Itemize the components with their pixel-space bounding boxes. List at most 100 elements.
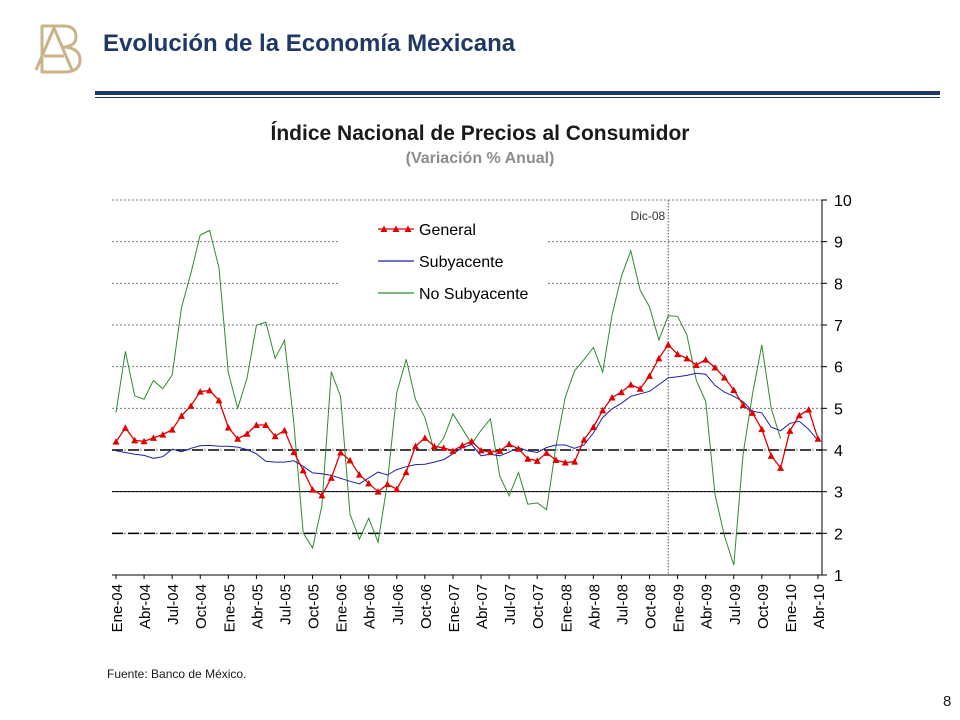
general-point [627, 381, 635, 388]
x-tick-label: Abr-04 [137, 584, 154, 629]
y-tick-label: 1 [834, 568, 843, 585]
general-point [739, 401, 747, 408]
general-point [337, 449, 345, 456]
x-tick-label: Jul-04 [165, 584, 182, 625]
x-tick-label: Abr-06 [362, 584, 379, 629]
general-point [561, 459, 569, 466]
legend-marker [392, 225, 400, 232]
x-tick-label: Jul-07 [502, 584, 519, 625]
x-tick-label: Oct-06 [418, 584, 435, 629]
general-point [196, 388, 204, 395]
legend-label: General [419, 222, 476, 239]
general-point [486, 448, 494, 456]
general-point [440, 444, 448, 451]
header-rule-thin [95, 97, 940, 98]
general-point [617, 388, 625, 396]
general-point [786, 427, 794, 434]
series-line-no-subyacente [115, 229, 782, 566]
x-tick-label: Abr-08 [586, 584, 603, 629]
x-tick-label: Oct-07 [530, 584, 547, 629]
legend-marker [380, 225, 388, 232]
general-point [280, 426, 288, 434]
general-point [580, 436, 588, 443]
x-tick-label: Jul-05 [277, 584, 294, 625]
x-tick-label: Oct-08 [643, 584, 660, 629]
general-point [514, 445, 522, 452]
general-point [468, 437, 476, 445]
x-tick-label: Ene-07 [446, 584, 463, 632]
x-tick-label: Ene-08 [558, 584, 575, 632]
general-point [318, 491, 326, 499]
general-point [187, 402, 195, 409]
general-point [795, 411, 803, 419]
general-point [234, 435, 242, 442]
general-point [355, 471, 363, 478]
general-point [683, 354, 691, 362]
general-point [702, 356, 710, 363]
source-note: Fuente: Banco de México. [107, 667, 247, 681]
general-point [449, 447, 457, 454]
general-point [711, 364, 719, 371]
general-point [646, 372, 654, 379]
header-rule [95, 91, 940, 95]
x-tick-label: Abr-05 [249, 584, 266, 629]
general-point [805, 406, 813, 413]
general-point [383, 480, 391, 488]
general-point [655, 354, 663, 362]
general-point [262, 421, 270, 428]
x-tick-label: Jul-06 [390, 584, 407, 625]
general-point [421, 434, 429, 441]
general-point [748, 409, 756, 416]
legend-label: No Subyacente [419, 286, 529, 303]
x-tick-label: Ene-06 [334, 584, 351, 632]
y-tick-label: 7 [834, 318, 843, 335]
general-point [224, 424, 232, 431]
legend-label: Subyacente [419, 254, 504, 271]
general-point [271, 432, 279, 440]
y-tick-label: 10 [834, 193, 852, 210]
general-point [149, 434, 157, 441]
general-point [430, 442, 438, 450]
general-point [393, 485, 401, 493]
chart-subtitle: (Variación % Anual) [405, 150, 555, 167]
x-tick-label: Abr-10 [811, 584, 828, 629]
general-point [140, 437, 148, 445]
general-point [243, 430, 251, 437]
general-point [215, 396, 223, 404]
y-tick-label: 8 [834, 276, 843, 293]
annotation-label: Dic-08 [631, 209, 666, 223]
x-tick-label: Abr-09 [699, 584, 716, 629]
general-point [168, 426, 176, 433]
y-tick-label: 6 [834, 360, 843, 377]
legend-marker [404, 225, 412, 232]
x-tick-label: Ene-04 [109, 584, 126, 632]
legend-box [338, 212, 548, 304]
general-point [290, 448, 298, 456]
x-tick-label: Oct-05 [306, 584, 323, 629]
general-point [571, 458, 579, 465]
general-point [365, 479, 373, 487]
general-point [309, 486, 317, 493]
general-point [777, 464, 785, 471]
general-point [664, 341, 672, 348]
general-point [543, 449, 551, 456]
series-line-subyacente [115, 372, 819, 485]
general-point [692, 361, 700, 368]
general-point [730, 386, 738, 393]
general-point [767, 452, 775, 459]
general-point [121, 424, 129, 431]
x-tick-label: Ene-10 [783, 584, 800, 632]
general-point [496, 447, 504, 454]
general-point [346, 456, 354, 464]
general-point [178, 412, 186, 419]
x-tick-label: Jul-08 [614, 584, 631, 625]
y-tick-label: 4 [834, 443, 843, 460]
header-title: Evolución de la Economía Mexicana [103, 30, 516, 57]
banxico-logo [34, 24, 82, 74]
x-tick-label: Jul-09 [727, 584, 744, 625]
general-point [477, 446, 485, 454]
general-point [608, 394, 616, 401]
y-tick-label: 2 [834, 526, 843, 543]
y-tick-label: 9 [834, 235, 843, 252]
